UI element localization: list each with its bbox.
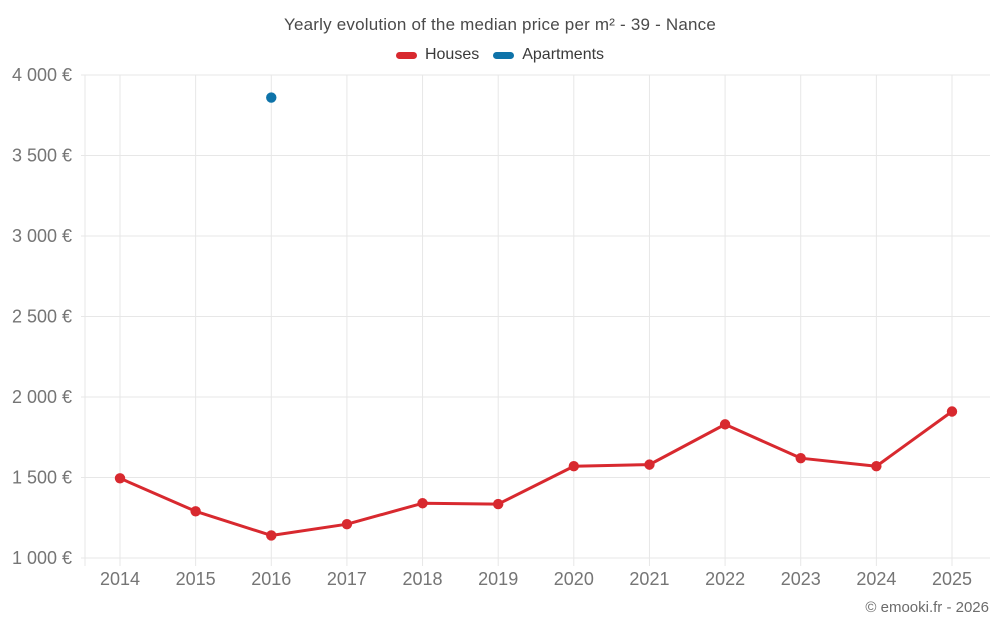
data-point-houses-2016[interactable]	[266, 530, 277, 541]
data-point-houses-2019[interactable]	[492, 498, 504, 510]
data-point-houses-2023[interactable]	[795, 452, 806, 464]
x-axis-tick-label: 2018	[403, 569, 443, 589]
x-axis-tick-label: 2015	[176, 569, 216, 589]
x-axis-tick-label: 2022	[705, 569, 745, 589]
x-axis-tick-label: 2019	[478, 569, 518, 589]
y-axis-tick-label: 1 500 €	[12, 468, 72, 488]
series-line-houses	[118, 409, 954, 537]
data-point-houses-2017[interactable]	[341, 518, 353, 530]
legend-label-apartments: Apartments	[522, 46, 605, 63]
copyright-text: © emooki.fr - 2026	[865, 599, 989, 616]
data-point-houses-2024[interactable]	[871, 461, 882, 472]
x-axis-tick-label: 2016	[251, 569, 291, 589]
x-axis-tick-label: 2017	[327, 569, 367, 589]
data-point-houses-2021[interactable]	[644, 459, 655, 470]
houses-series-swatch	[395, 51, 417, 59]
x-axis-tick-label: 2014	[100, 569, 140, 589]
y-axis-tick-label: 4 000 €	[12, 65, 72, 85]
legend-label-houses: Houses	[424, 46, 480, 63]
y-axis-tick-label: 1 000 €	[12, 548, 72, 568]
apartments-series-swatch	[493, 51, 515, 59]
y-axis-tick-label: 3 000 €	[12, 226, 72, 246]
legend-item-apartments[interactable]: Apartments	[493, 46, 604, 64]
data-point-houses-2025[interactable]	[946, 406, 958, 417]
data-point-houses-2020[interactable]	[568, 461, 580, 472]
x-axis-tick-label: 2024	[856, 569, 896, 589]
legend-item-houses[interactable]: Houses	[395, 46, 480, 64]
x-axis-tick-label: 2020	[554, 569, 594, 589]
chart-legend: Houses Apartments	[0, 44, 1000, 66]
x-axis-tick-label: 2025	[932, 569, 972, 589]
chart-title: Yearly evolution of the median price per…	[283, 15, 716, 34]
data-point-houses-2018[interactable]	[417, 498, 428, 509]
y-axis-tick-label: 2 500 €	[12, 307, 72, 327]
data-point-houses-2015[interactable]	[190, 506, 201, 517]
y-axis-tick-label: 2 000 €	[12, 387, 72, 407]
y-axis-tick-label: 3 500 €	[12, 146, 72, 166]
data-point-apartments-2016[interactable]	[266, 92, 277, 103]
data-point-houses-2022[interactable]	[719, 419, 731, 430]
data-point-houses-2014[interactable]	[114, 473, 126, 484]
x-axis-tick-label: 2023	[781, 569, 821, 589]
x-axis-tick-label: 2021	[629, 569, 669, 589]
